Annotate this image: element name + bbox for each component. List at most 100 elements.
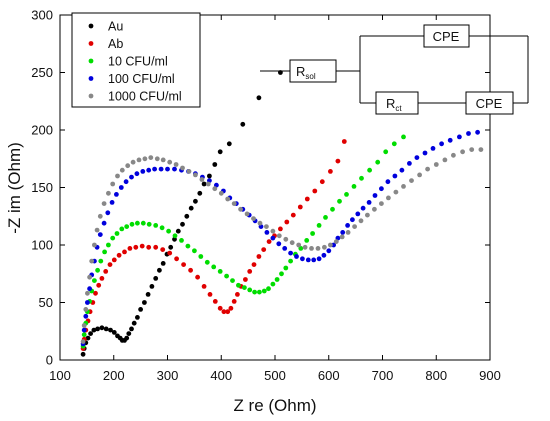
data-point: [212, 186, 218, 192]
y-tick-label: 200: [31, 123, 53, 138]
data-point: [134, 171, 140, 177]
data-point: [93, 290, 98, 296]
data-point: [139, 243, 145, 249]
data-point: [146, 244, 152, 250]
data-point: [116, 252, 122, 258]
data-point: [276, 233, 282, 239]
data-point: [315, 246, 321, 251]
data-point: [159, 225, 165, 231]
data-point: [142, 300, 147, 305]
data-point: [392, 173, 398, 179]
data-point: [386, 195, 391, 201]
data-point: [111, 330, 117, 335]
data-point: [309, 246, 314, 251]
y-axis-title: -Z im (Ohm): [5, 142, 24, 234]
data-point: [352, 224, 357, 230]
data-point: [469, 147, 475, 153]
r-ct-label: Rct: [386, 96, 402, 113]
data-point: [135, 220, 140, 226]
data-point: [181, 262, 187, 267]
data-point: [326, 248, 332, 254]
data-point: [257, 220, 263, 226]
x-tick-label: 800: [425, 368, 447, 383]
data-point: [279, 271, 284, 277]
cpe-top-label: CPE: [433, 29, 460, 44]
data-point: [422, 150, 428, 156]
data-point: [193, 198, 198, 204]
data-point: [126, 331, 132, 336]
data-point: [274, 277, 280, 282]
data-point: [425, 166, 430, 172]
data-point: [188, 205, 194, 211]
data-point: [323, 215, 328, 220]
data-point: [185, 243, 191, 249]
data-point: [236, 282, 241, 288]
data-point: [375, 159, 381, 165]
data-point: [180, 165, 185, 171]
data-point: [289, 240, 295, 246]
data-point: [335, 158, 341, 164]
data-point: [105, 210, 111, 216]
data-point: [179, 238, 184, 243]
data-point: [108, 327, 113, 333]
x-tick-label: 600: [318, 368, 340, 383]
data-point: [167, 159, 173, 165]
data-point: [180, 221, 185, 227]
data-point: [103, 326, 109, 332]
data-point: [345, 223, 350, 228]
data-point: [366, 200, 372, 205]
data-point: [359, 175, 364, 181]
data-point: [172, 233, 178, 239]
data-point: [110, 235, 116, 241]
data-point: [175, 228, 181, 234]
data-point: [417, 172, 422, 178]
data-point: [129, 221, 135, 227]
data-point: [350, 217, 355, 223]
legend-marker: [88, 93, 94, 99]
data-point: [372, 206, 377, 212]
data-point: [217, 305, 223, 311]
data-point: [201, 284, 207, 289]
data-point: [478, 147, 484, 153]
data-point: [266, 286, 271, 292]
y-tick-label: 0: [46, 353, 53, 368]
data-point: [451, 152, 456, 158]
data-point: [283, 236, 289, 242]
data-point: [244, 211, 250, 217]
data-point: [80, 351, 86, 357]
data-point: [251, 262, 257, 267]
data-point: [87, 286, 92, 292]
data-point: [136, 157, 142, 163]
data-point: [365, 212, 370, 218]
data-point: [270, 228, 276, 234]
data-point: [252, 289, 257, 295]
series-ab: [80, 139, 347, 351]
data-point: [138, 307, 144, 312]
data-point: [433, 162, 439, 167]
data-point: [167, 250, 173, 256]
data-point: [340, 230, 346, 235]
data-point: [447, 137, 453, 143]
data-point: [146, 167, 152, 173]
data-point: [166, 228, 172, 234]
data-series: [80, 70, 484, 357]
data-point: [129, 326, 134, 332]
data-point: [401, 134, 406, 140]
data-point: [92, 278, 97, 283]
data-point: [322, 244, 327, 250]
data-point: [201, 181, 207, 187]
x-axis-title: Z re (Ohm): [233, 396, 316, 415]
data-point: [243, 277, 248, 282]
data-point: [409, 178, 414, 184]
data-point: [442, 157, 448, 163]
legend-label: Au: [108, 20, 123, 34]
data-point: [81, 327, 87, 333]
r-sol-sub: sol: [305, 72, 315, 81]
data-point: [344, 192, 349, 197]
data-point: [235, 292, 240, 297]
data-point: [123, 179, 129, 185]
data-point: [140, 169, 146, 174]
data-point: [328, 242, 333, 248]
data-point: [297, 204, 303, 210]
data-point: [319, 179, 325, 185]
